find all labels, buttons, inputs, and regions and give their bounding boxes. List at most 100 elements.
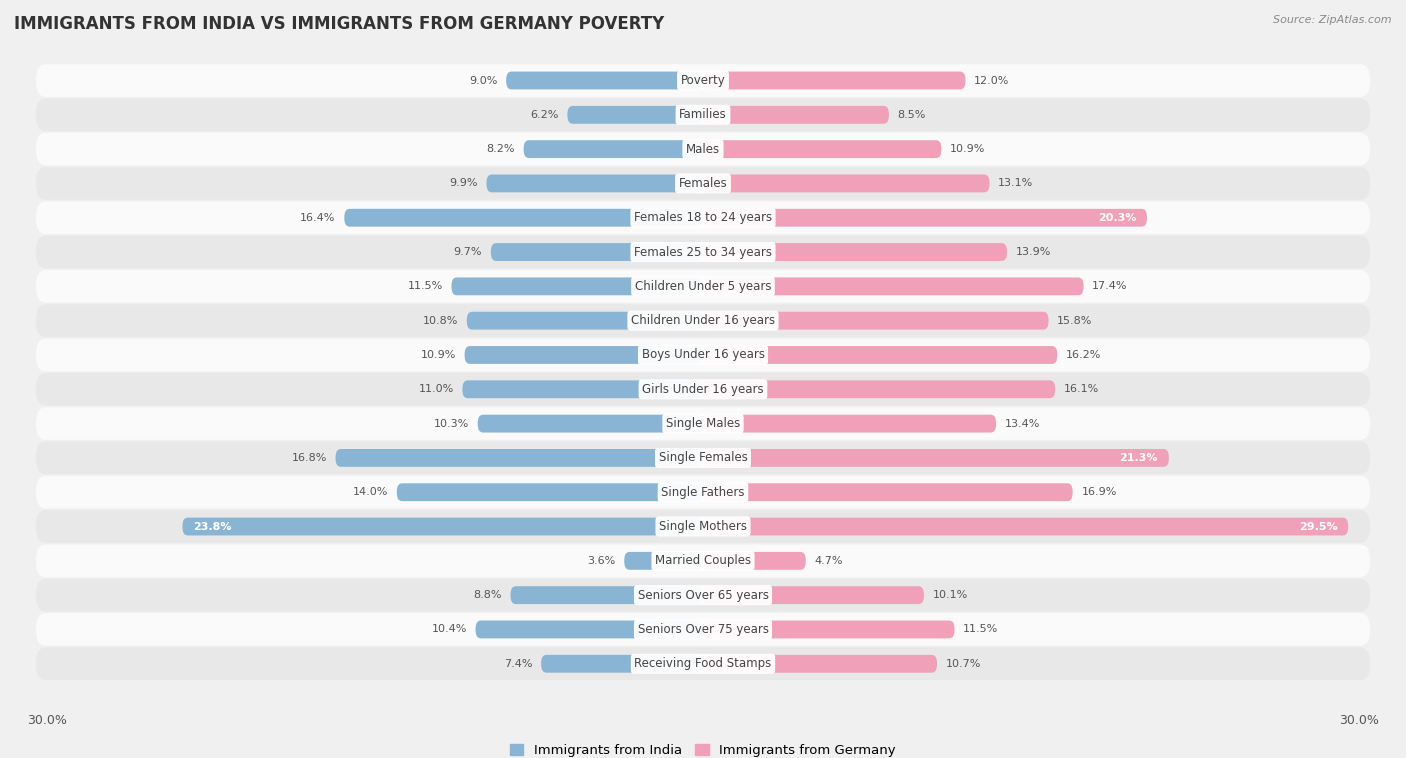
FancyBboxPatch shape — [506, 71, 703, 89]
Text: Girls Under 16 years: Girls Under 16 years — [643, 383, 763, 396]
Text: Poverty: Poverty — [681, 74, 725, 87]
FancyBboxPatch shape — [703, 208, 1147, 227]
FancyBboxPatch shape — [703, 415, 995, 433]
Text: 16.1%: 16.1% — [1064, 384, 1099, 394]
Text: 16.2%: 16.2% — [1066, 350, 1101, 360]
FancyBboxPatch shape — [523, 140, 703, 158]
Text: Single Males: Single Males — [666, 417, 740, 430]
Text: 3.6%: 3.6% — [588, 556, 616, 565]
Text: 16.9%: 16.9% — [1081, 487, 1116, 497]
Text: 4.7%: 4.7% — [814, 556, 844, 565]
FancyBboxPatch shape — [703, 655, 936, 672]
Text: Children Under 16 years: Children Under 16 years — [631, 314, 775, 327]
FancyBboxPatch shape — [478, 415, 703, 433]
Text: Children Under 5 years: Children Under 5 years — [634, 280, 772, 293]
FancyBboxPatch shape — [37, 270, 1369, 302]
Text: 16.4%: 16.4% — [301, 213, 336, 223]
FancyBboxPatch shape — [37, 236, 1369, 268]
Text: Males: Males — [686, 143, 720, 155]
Text: 8.2%: 8.2% — [486, 144, 515, 154]
FancyBboxPatch shape — [37, 339, 1369, 371]
FancyBboxPatch shape — [703, 621, 955, 638]
FancyBboxPatch shape — [37, 476, 1369, 509]
Legend: Immigrants from India, Immigrants from Germany: Immigrants from India, Immigrants from G… — [510, 744, 896, 757]
Text: 11.0%: 11.0% — [419, 384, 454, 394]
FancyBboxPatch shape — [451, 277, 703, 296]
Text: 14.0%: 14.0% — [353, 487, 388, 497]
FancyBboxPatch shape — [37, 613, 1369, 646]
Text: 16.8%: 16.8% — [291, 453, 326, 463]
FancyBboxPatch shape — [568, 106, 703, 124]
FancyBboxPatch shape — [463, 381, 703, 398]
FancyBboxPatch shape — [703, 518, 1348, 535]
Text: 10.8%: 10.8% — [423, 315, 458, 326]
Text: 17.4%: 17.4% — [1092, 281, 1128, 291]
FancyBboxPatch shape — [37, 544, 1369, 577]
FancyBboxPatch shape — [37, 305, 1369, 337]
Text: Seniors Over 65 years: Seniors Over 65 years — [637, 589, 769, 602]
FancyBboxPatch shape — [703, 174, 990, 193]
Text: 12.0%: 12.0% — [974, 76, 1010, 86]
Text: 13.1%: 13.1% — [998, 178, 1033, 189]
FancyBboxPatch shape — [703, 586, 924, 604]
Text: 9.9%: 9.9% — [450, 178, 478, 189]
Text: 9.7%: 9.7% — [454, 247, 482, 257]
FancyBboxPatch shape — [37, 373, 1369, 406]
Text: 29.5%: 29.5% — [1299, 522, 1337, 531]
FancyBboxPatch shape — [491, 243, 703, 261]
FancyBboxPatch shape — [703, 71, 966, 89]
FancyBboxPatch shape — [624, 552, 703, 570]
FancyBboxPatch shape — [467, 312, 703, 330]
Text: Females 25 to 34 years: Females 25 to 34 years — [634, 246, 772, 258]
Text: Females: Females — [679, 177, 727, 190]
FancyBboxPatch shape — [37, 99, 1369, 131]
Text: 10.7%: 10.7% — [946, 659, 981, 669]
FancyBboxPatch shape — [464, 346, 703, 364]
FancyBboxPatch shape — [37, 407, 1369, 440]
FancyBboxPatch shape — [37, 64, 1369, 97]
Text: 10.1%: 10.1% — [932, 590, 967, 600]
FancyBboxPatch shape — [37, 647, 1369, 680]
Text: Single Mothers: Single Mothers — [659, 520, 747, 533]
Text: Single Females: Single Females — [658, 452, 748, 465]
FancyBboxPatch shape — [336, 449, 703, 467]
Text: 11.5%: 11.5% — [963, 625, 998, 634]
Text: Boys Under 16 years: Boys Under 16 years — [641, 349, 765, 362]
FancyBboxPatch shape — [703, 277, 1084, 296]
FancyBboxPatch shape — [703, 243, 1007, 261]
FancyBboxPatch shape — [703, 106, 889, 124]
Text: IMMIGRANTS FROM INDIA VS IMMIGRANTS FROM GERMANY POVERTY: IMMIGRANTS FROM INDIA VS IMMIGRANTS FROM… — [14, 15, 664, 33]
Text: 13.4%: 13.4% — [1005, 418, 1040, 428]
Text: 10.9%: 10.9% — [950, 144, 986, 154]
FancyBboxPatch shape — [37, 579, 1369, 612]
Text: 9.0%: 9.0% — [470, 76, 498, 86]
Text: 6.2%: 6.2% — [530, 110, 558, 120]
FancyBboxPatch shape — [37, 442, 1369, 475]
Text: Seniors Over 75 years: Seniors Over 75 years — [637, 623, 769, 636]
FancyBboxPatch shape — [183, 518, 703, 535]
Text: 8.8%: 8.8% — [474, 590, 502, 600]
Text: 8.5%: 8.5% — [897, 110, 927, 120]
Text: 10.9%: 10.9% — [420, 350, 456, 360]
FancyBboxPatch shape — [37, 133, 1369, 165]
FancyBboxPatch shape — [703, 346, 1057, 364]
FancyBboxPatch shape — [703, 312, 1049, 330]
FancyBboxPatch shape — [344, 208, 703, 227]
FancyBboxPatch shape — [37, 510, 1369, 543]
Text: 13.9%: 13.9% — [1015, 247, 1052, 257]
Text: Families: Families — [679, 108, 727, 121]
Text: 15.8%: 15.8% — [1057, 315, 1092, 326]
Text: 21.3%: 21.3% — [1119, 453, 1159, 463]
FancyBboxPatch shape — [396, 484, 703, 501]
Text: Single Fathers: Single Fathers — [661, 486, 745, 499]
FancyBboxPatch shape — [475, 621, 703, 638]
Text: 7.4%: 7.4% — [503, 659, 533, 669]
FancyBboxPatch shape — [510, 586, 703, 604]
Text: Source: ZipAtlas.com: Source: ZipAtlas.com — [1274, 15, 1392, 25]
Text: 10.4%: 10.4% — [432, 625, 467, 634]
Text: 10.3%: 10.3% — [433, 418, 470, 428]
FancyBboxPatch shape — [703, 449, 1168, 467]
FancyBboxPatch shape — [541, 655, 703, 672]
Text: Receiving Food Stamps: Receiving Food Stamps — [634, 657, 772, 670]
FancyBboxPatch shape — [37, 168, 1369, 199]
